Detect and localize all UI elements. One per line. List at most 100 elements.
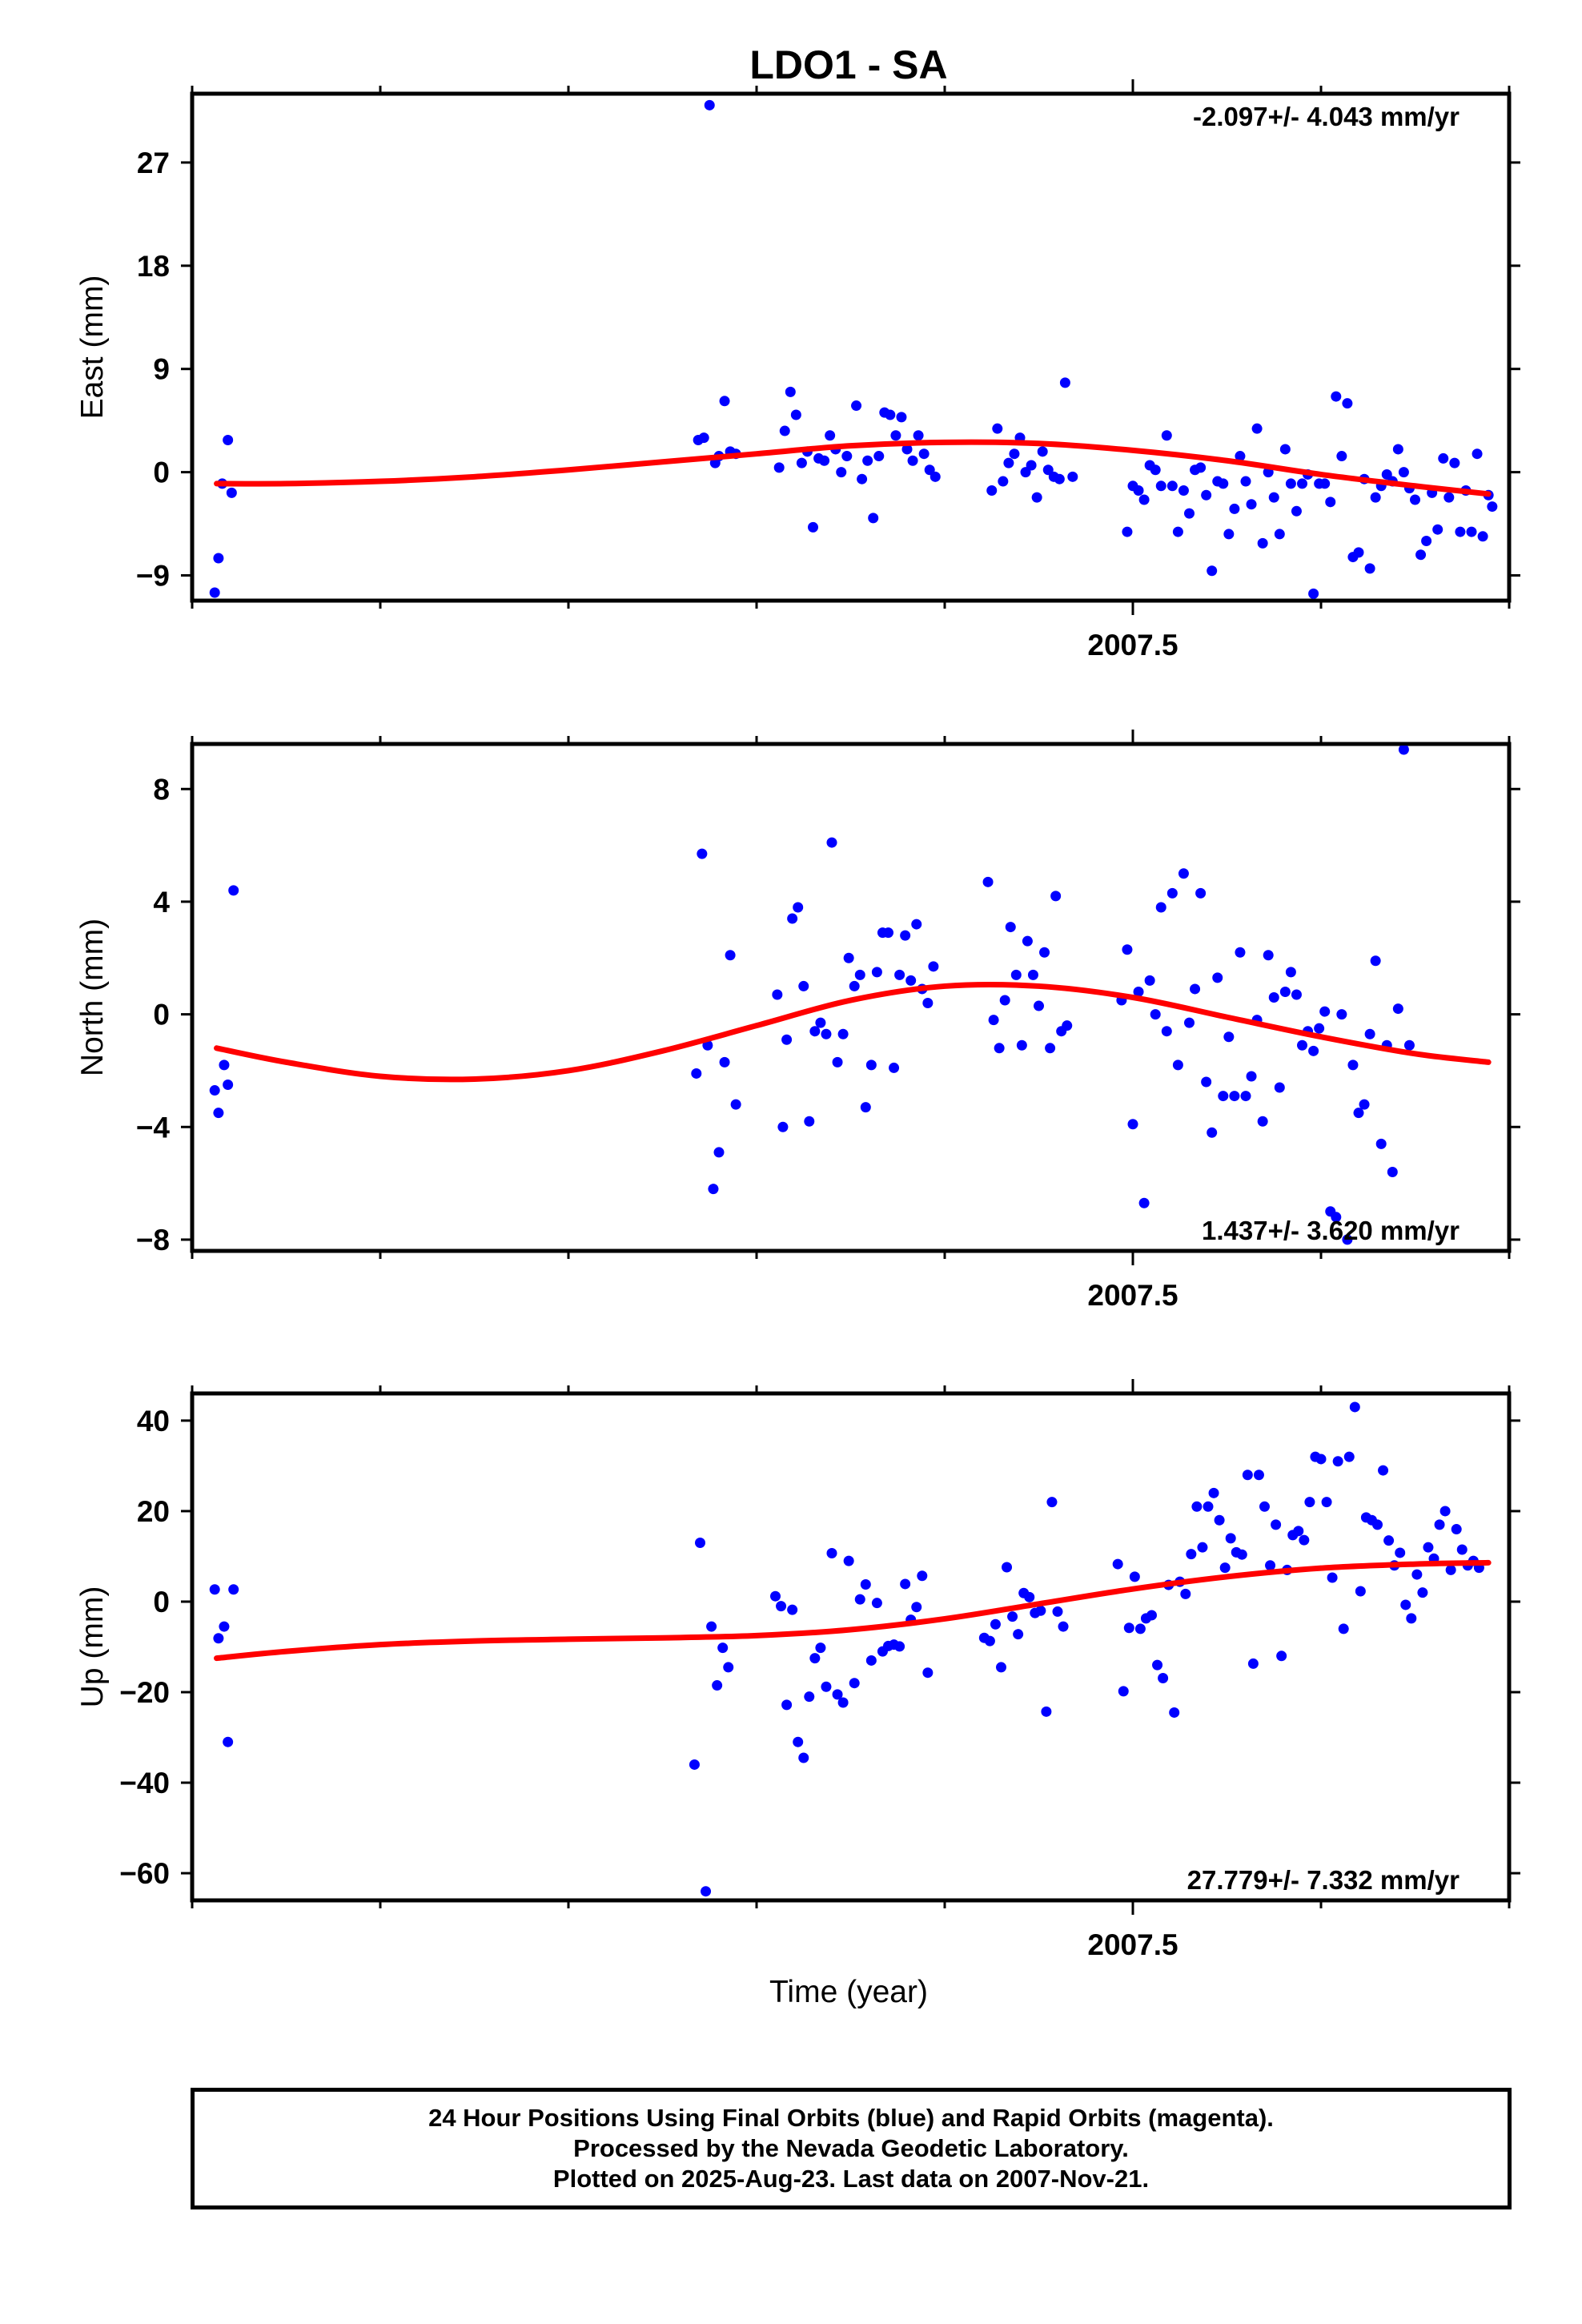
- east-data-point: [1235, 451, 1246, 462]
- north-data-point: [905, 975, 917, 986]
- east-data-point: [223, 435, 234, 446]
- up-data-point: [209, 1584, 220, 1595]
- north-data-point: [854, 969, 865, 980]
- up-data-point: [1024, 1591, 1035, 1602]
- north-data-point: [1229, 1091, 1240, 1102]
- north-data-point: [1155, 902, 1166, 913]
- up-data-point: [712, 1680, 723, 1691]
- east-data-point: [1432, 524, 1443, 535]
- up-data-point: [1259, 1501, 1270, 1512]
- up-data-point: [1002, 1562, 1013, 1573]
- up-data-point: [1417, 1587, 1428, 1598]
- east-rate-label: -2.097+/- 4.043 mm/yr: [1193, 102, 1460, 131]
- up-data-point: [1434, 1519, 1445, 1530]
- north-data-point: [1212, 972, 1223, 983]
- east-data-point: [868, 513, 879, 524]
- up-data-point: [1383, 1535, 1395, 1546]
- north-y-tick-label: 0: [153, 999, 170, 1031]
- up-data-point: [1395, 1547, 1406, 1558]
- north-data-point: [826, 837, 837, 848]
- up-data-point: [1265, 1560, 1276, 1571]
- north-data-point: [1279, 986, 1291, 997]
- north-data-point: [772, 989, 783, 1000]
- up-x-tick-label: 2007.5: [1087, 1928, 1178, 1961]
- north-data-point: [1353, 1108, 1364, 1119]
- east-data-point: [1466, 526, 1477, 537]
- north-data-point: [708, 1184, 719, 1195]
- east-data-point: [1031, 492, 1042, 503]
- north-plot-frame: [190, 742, 1512, 1253]
- east-data-point: [226, 487, 237, 498]
- up-data-point: [1372, 1519, 1383, 1530]
- east-data-point: [1415, 549, 1427, 561]
- east-x-tick-label: 2007.5: [1087, 629, 1178, 661]
- north-data-point: [1127, 1119, 1138, 1130]
- up-data-point: [1349, 1401, 1360, 1413]
- up-fit-curve: [214, 1559, 1492, 1662]
- up-data-point: [1035, 1605, 1046, 1616]
- north-data-point: [1005, 922, 1016, 933]
- north-rate-label: 1.437+/- 3.620 mm/yr: [1202, 1216, 1460, 1245]
- north-data-point: [1285, 967, 1296, 978]
- east-data-point: [1410, 494, 1420, 505]
- north-data-point: [928, 961, 939, 972]
- north-data-point: [697, 848, 708, 859]
- north-data-point: [1144, 975, 1155, 986]
- east-y-tick-label: 9: [153, 353, 170, 386]
- north-data-point: [922, 998, 934, 1009]
- up-data-point: [723, 1662, 734, 1673]
- up-data-point: [821, 1681, 832, 1692]
- east-y-tick-label: 18: [137, 250, 170, 283]
- north-data-point: [1172, 1059, 1183, 1071]
- up-data-point: [1052, 1606, 1063, 1617]
- east-data-point: [885, 409, 896, 420]
- east-data-point: [1336, 451, 1347, 462]
- up-data-point: [809, 1653, 821, 1664]
- up-y-tick-label: −40: [119, 1767, 170, 1799]
- east-data-point: [873, 451, 885, 462]
- east-data-point: [1009, 448, 1020, 460]
- north-data-point: [1010, 969, 1022, 980]
- east-data-point: [1037, 446, 1048, 457]
- footer-line-2: Processed by the Nevada Geodetic Laborat…: [573, 2134, 1129, 2162]
- north-data-point: [1398, 746, 1409, 755]
- east-data-point: [796, 457, 807, 468]
- up-data-point: [922, 1667, 934, 1679]
- up-data-point: [815, 1642, 826, 1654]
- east-data-point: [998, 476, 1009, 487]
- east-data-point: [773, 462, 785, 473]
- north-data-point: [900, 930, 911, 941]
- up-data-point: [860, 1579, 871, 1590]
- east-data-point: [1059, 377, 1070, 388]
- east-data-point: [825, 430, 836, 441]
- up-data-point: [1041, 1706, 1052, 1717]
- north-data-point: [1034, 1000, 1044, 1011]
- up-data-point: [865, 1655, 877, 1666]
- east-data-point: [1319, 478, 1331, 489]
- north-data-point: [1138, 1197, 1150, 1208]
- up-data-point: [1293, 1526, 1304, 1537]
- north-data-point: [1392, 1003, 1403, 1015]
- east-data-point: [698, 432, 709, 444]
- up-data-point: [1007, 1611, 1018, 1622]
- east-data-point: [851, 400, 862, 412]
- up-data-point: [219, 1621, 230, 1632]
- east-data-point: [1381, 468, 1392, 480]
- north-fit-curve: [214, 981, 1492, 1083]
- footer-note-box: 24 Hour Positions Using Final Orbits (bl…: [191, 2088, 1512, 2209]
- north-data-point: [994, 1043, 1005, 1054]
- east-data-point: [907, 455, 918, 466]
- east-data-point: [1195, 462, 1207, 473]
- east-data-point: [1218, 478, 1229, 489]
- east-data-point: [841, 451, 853, 462]
- east-data-point: [1067, 471, 1078, 482]
- north-data-point: [228, 885, 239, 896]
- east-y-tick-label: 27: [137, 147, 170, 179]
- north-y-tick-label: 8: [153, 773, 170, 806]
- east-y-tick-label: −9: [136, 559, 170, 592]
- up-data-point: [1134, 1623, 1146, 1634]
- north-data-point: [883, 927, 893, 939]
- east-data-point: [1268, 492, 1279, 503]
- east-panel: 2007.5 −9 0 9 18 27 East (mm) -2.097+/- 4.043 m…: [75, 79, 1520, 661]
- up-data-point: [1225, 1533, 1236, 1544]
